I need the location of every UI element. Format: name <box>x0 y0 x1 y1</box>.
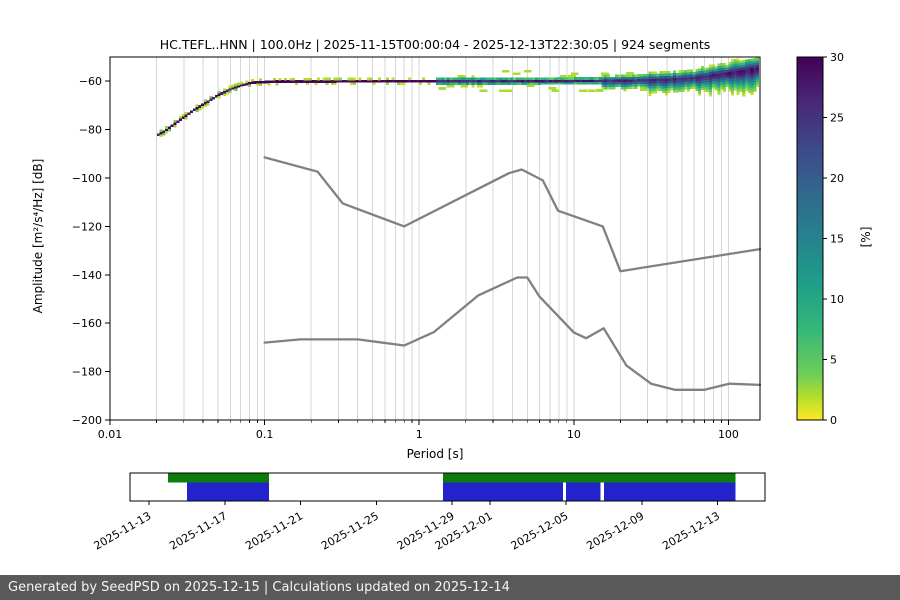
colorbar-tick-label: 10 <box>830 293 844 306</box>
high-noise-model-curve <box>263 156 762 273</box>
y-tick-label: −180 <box>72 366 102 379</box>
footer-text: Generated by SeedPSD on 2025-12-15 | Cal… <box>8 580 510 595</box>
y-tick-label: −80 <box>79 124 102 137</box>
noise-model-curves <box>263 156 762 391</box>
timeline-date-label: 2025-11-21 <box>243 509 305 552</box>
colorbar: 0 5 10 15 20 25 30 <box>796 51 844 427</box>
timeline-border <box>129 472 766 502</box>
x-tick-label: 10 <box>567 428 581 441</box>
chart-title: HC.TEFL..HNN | 100.0Hz | 2025-11-15T00:0… <box>159 37 711 52</box>
x-tick-label: 1 <box>416 428 423 441</box>
coverage-segment-blue <box>186 482 270 501</box>
y-tick-label: −140 <box>72 269 102 282</box>
ppsd-figure: 0.01 0.1 1 10 100 −60 −80 −100 −120 −140 −160 −180−… <box>31 37 873 553</box>
x-tick-label: 0.1 <box>256 428 274 441</box>
coverage-segment-blue <box>565 482 601 501</box>
coverage-segment-blue <box>603 482 736 501</box>
colorbar-tick-label: 5 <box>830 354 837 367</box>
colorbar-tick-label: 0 <box>830 414 837 427</box>
coverage-timeline: 2025-11-13 2025-11-17 2025-11-21 2025-11-25… <box>92 472 766 553</box>
footer-bar: Generated by SeedPSD on 2025-12-15 | Cal… <box>0 575 900 600</box>
low-noise-model-curve <box>263 276 762 391</box>
x-axis-label: Period [s] <box>406 447 464 461</box>
timeline-date-label: 2025-11-25 <box>319 509 381 552</box>
y-tick-label: −60 <box>79 75 102 88</box>
plot-axes: 0.01 0.1 1 10 100 −60 −80 −100 −120 −140 −160 −180 −… <box>72 56 761 441</box>
timeline-date-label: 2025-12-09 <box>584 509 646 552</box>
ppsd-chart-canvas: 0.01 0.1 1 10 100−60−80−100−120−140−160−180−… <box>72 51 844 553</box>
ppsd-heatmap <box>156 57 760 137</box>
colorbar-tick-label: 15 <box>830 233 844 246</box>
colorbar-tick-label: 25 <box>830 112 844 125</box>
y-tick-label: −100 <box>72 172 102 185</box>
coverage-segment-blue <box>442 482 563 501</box>
timeline-date-label: 2025-12-05 <box>509 509 571 552</box>
plot-gridlines <box>109 57 729 420</box>
timeline-date-label: 2025-12-13 <box>660 509 722 552</box>
x-tick-label: 0.01 <box>98 428 123 441</box>
timeline-date-label: 2025-11-13 <box>92 509 154 552</box>
y-tick-label: −160 <box>72 317 102 330</box>
colorbar-tick-label: 20 <box>830 172 844 185</box>
colorbar-tick-label: 30 <box>830 51 844 64</box>
coverage-segment-green <box>442 473 736 483</box>
y-axis-label: Amplitude [m²/s⁴/Hz] [dB] <box>31 158 45 314</box>
colorbar-label: [%] <box>859 226 873 248</box>
y-tick-label: −120 <box>72 220 102 233</box>
coverage-segment-green <box>167 473 270 483</box>
timeline-date-label: 2025-11-17 <box>167 509 229 552</box>
colorbar-gradient <box>797 57 823 420</box>
x-tick-label: 100 <box>718 428 739 441</box>
y-tick-label: −200 <box>72 414 102 427</box>
